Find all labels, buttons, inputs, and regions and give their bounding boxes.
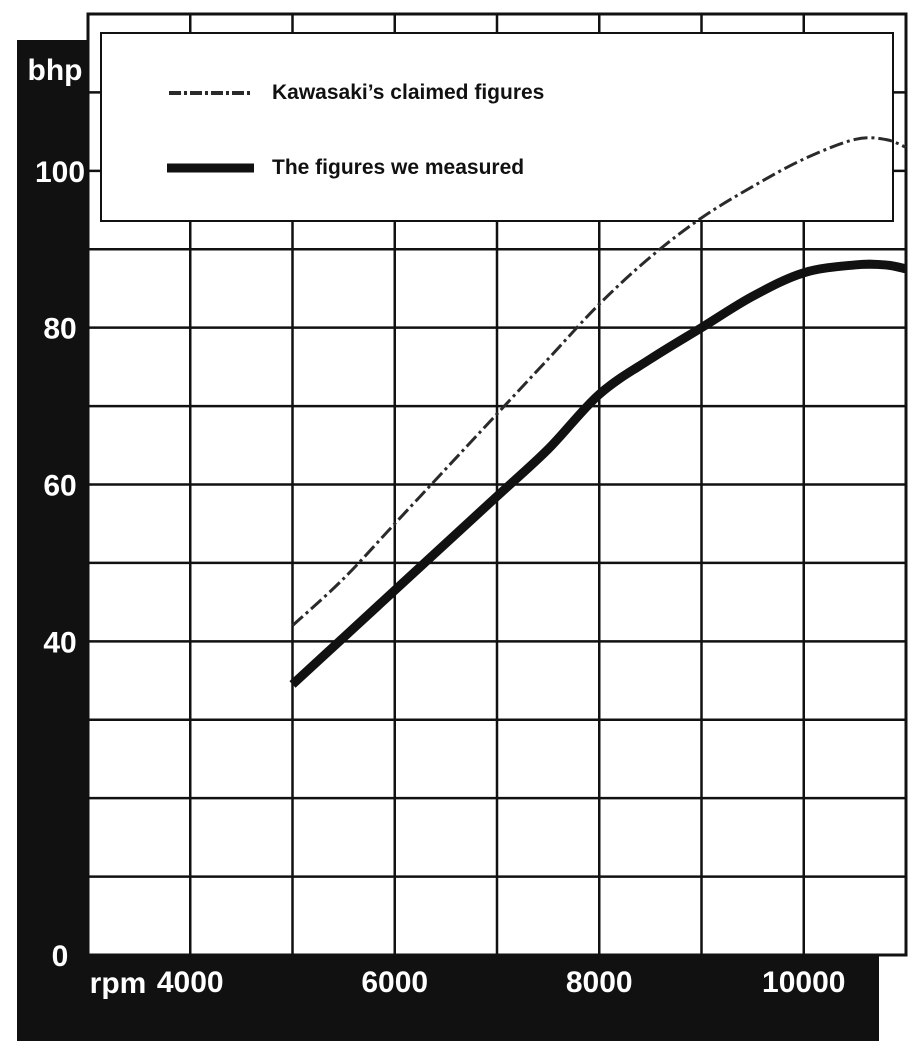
y-axis-title: bhp: [28, 54, 83, 87]
y-tick-labels: 0 40 60 80 100: [35, 156, 85, 973]
x-tick-label: 8000: [566, 966, 633, 999]
legend: Kawasaki’s claimed figures The figures w…: [100, 32, 894, 222]
y-tick-label: 60: [43, 470, 76, 503]
legend-box: [100, 32, 894, 222]
y-tick-label: 40: [43, 626, 76, 659]
y-axis-band: [17, 40, 88, 958]
x-tick-label: 4000: [157, 966, 224, 999]
series-line-0: [291, 136, 907, 627]
y-tick-label: 80: [43, 313, 76, 346]
x-axis-band: [17, 955, 879, 1041]
y-tick-label: 100: [35, 156, 85, 189]
legend-label-measured: The figures we measured: [272, 156, 524, 179]
series-layer: [289, 136, 907, 688]
y-tick-label: 0: [52, 940, 69, 973]
series-line-1: [289, 259, 907, 688]
x-tick-labels: 4000 6000 8000 10000: [157, 966, 846, 999]
x-tick-label: 10000: [762, 966, 845, 999]
x-tick-label: 6000: [361, 966, 428, 999]
legend-label-claimed: Kawasaki’s claimed figures: [272, 81, 544, 104]
x-axis-title: rpm: [90, 967, 147, 1000]
